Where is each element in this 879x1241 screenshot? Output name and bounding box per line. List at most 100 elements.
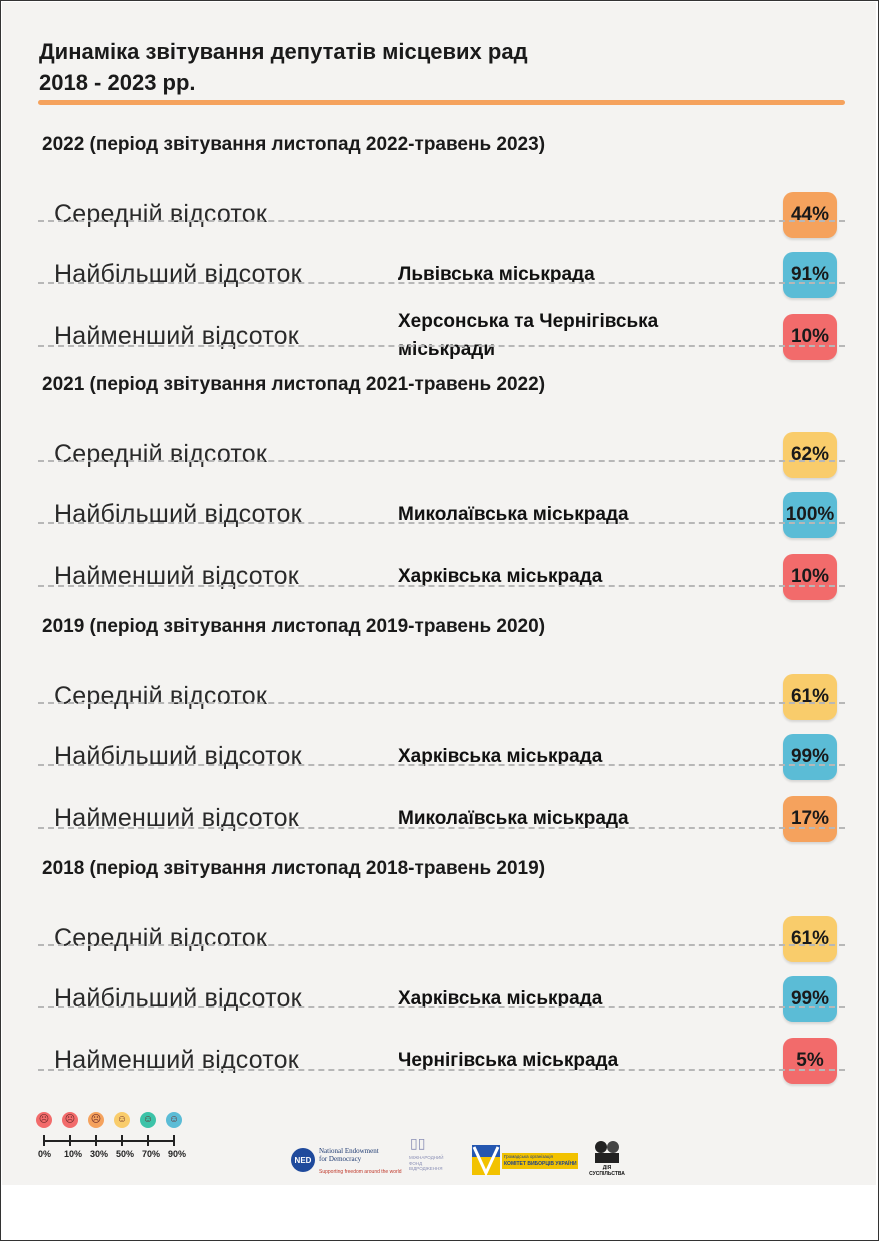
civil-action-logo-mark (595, 1141, 619, 1163)
stat-row: Середній відсоток 44% (38, 192, 845, 238)
percent-badge: 5% (783, 1038, 837, 1084)
row-divider (38, 702, 845, 704)
fund-logo-mark: ▯▯ (410, 1135, 426, 1151)
percent-badge: 17% (783, 796, 837, 842)
council-name: Харківська міськрада (398, 566, 603, 587)
stat-row: Найменший відсоток Миколаївська міськрада… (38, 796, 845, 842)
percent-badge: 62% (783, 432, 837, 478)
row-divider (38, 460, 845, 462)
scale-tick (173, 1135, 175, 1146)
percent-badge: 61% (783, 674, 837, 720)
civil-action-text: ДІЯ СУСПІЛЬСТВА (589, 1165, 625, 1177)
section-heading: 2022 (період звітування листопад 2022-тр… (42, 134, 546, 155)
stat-label: Найбільший відсоток (54, 742, 302, 770)
rating-legend: ☹ ☹ ☹ ☺ ☺ ☺ 0% 10% 30% 50% 70% 90% (32, 1112, 192, 1162)
renaissance-fund-logo: ▯▯ МІЖНАРОДНИЙ ФОНД ВІДРОДЖЕННЯ (408, 1135, 448, 1177)
section-heading: 2019 (період звітування листопад 2019-тр… (42, 616, 546, 637)
stat-row: Найменший відсоток Херсонська та Чернігів… (38, 311, 845, 360)
scale-tick (43, 1135, 45, 1146)
row-divider (38, 585, 845, 587)
happy-face-icon: ☺ (140, 1112, 156, 1128)
stat-row: Середній відсоток 61% (38, 674, 845, 720)
row-divider (38, 282, 845, 284)
stat-row: Найбільший відсоток Харківська міськрада 9… (38, 734, 845, 780)
scale-label: 10% (64, 1149, 83, 1159)
council-name: Миколаївська міськрада (398, 504, 629, 525)
stat-label: Середній відсоток (54, 682, 268, 710)
scale-tick (121, 1135, 123, 1146)
stat-row: Найбільший відсоток Харківська міськрада 9… (38, 976, 845, 1022)
section-heading: 2021 (період звітування листопад 2021-тр… (42, 374, 546, 395)
ned-logo-mark: NED (291, 1148, 315, 1172)
council-name: Львівська міськрада (398, 264, 595, 285)
council-name: Харківська міськрада (398, 746, 603, 767)
title-line-2: 2018 - 2023 рр. (39, 70, 196, 95)
row-divider (38, 522, 845, 524)
stat-row: Середній відсоток 61% (38, 916, 845, 962)
percent-badge: 99% (783, 976, 837, 1022)
ned-line-2: for Democracy (319, 1155, 362, 1163)
row-divider (38, 1006, 845, 1008)
council-name: Миколаївська міськрада (398, 808, 629, 829)
percent-badge: 99% (783, 734, 837, 780)
ned-line-1: National Endowment (319, 1147, 379, 1155)
cvu-logo-mark (472, 1145, 578, 1177)
percent-badge: 91% (783, 252, 837, 298)
title-line-1: Динаміка звітування депутатів місцевих р… (39, 39, 528, 64)
council-name: Харківська міськрада (398, 988, 603, 1009)
scale-tick (147, 1135, 149, 1146)
percent-badge: 61% (783, 916, 837, 962)
stat-label: Середній відсоток (54, 200, 268, 228)
stat-row: Найбільший відсоток Львівська міськрада 91… (38, 252, 845, 298)
stat-label: Найбільший відсоток (54, 260, 302, 288)
very-happy-face-icon: ☺ (166, 1112, 182, 1128)
worried-face-icon: ☹ (88, 1112, 104, 1128)
percent-badge: 44% (783, 192, 837, 238)
row-divider (38, 220, 845, 222)
scale-label: 90% (168, 1149, 187, 1159)
stat-label: Середній відсоток (54, 440, 268, 468)
scale-label: 50% (116, 1149, 135, 1159)
title-underline (38, 100, 845, 105)
stat-row: Середній відсоток 62% (38, 432, 845, 478)
stat-row: Найменший відсоток Чернігівська міськрада… (38, 1038, 845, 1084)
very-sad-face-icon: ☹ (36, 1112, 52, 1128)
sad-face-icon: ☹ (62, 1112, 78, 1128)
cvu-line-1: Громадська організація (504, 1154, 553, 1159)
ned-logo: NED National Endowment for Democracy Sup… (291, 1145, 403, 1175)
stat-label: Найбільший відсоток (54, 984, 302, 1012)
council-name: Чернігівська міськрада (398, 1050, 619, 1071)
section-heading: 2018 (період звітування листопад 2018-тр… (42, 858, 546, 879)
page-title: Динаміка звітування депутатів місцевих р… (39, 36, 528, 98)
row-divider (38, 1069, 845, 1071)
stat-label: Середній відсоток (54, 924, 268, 952)
stat-row: Найменший відсоток Харківська міськрада 10… (38, 554, 845, 600)
row-divider (38, 944, 845, 946)
ned-logo-text: National Endowment for Democracy (319, 1147, 379, 1163)
row-divider (38, 764, 845, 766)
fund-line-1: МІЖНАРОДНИЙ (409, 1155, 444, 1160)
stat-label: Найбільший відсоток (54, 500, 302, 528)
percent-badge: 100% (783, 492, 837, 538)
scale-tick (95, 1135, 97, 1146)
row-divider (38, 827, 845, 829)
percent-badge: 10% (783, 554, 837, 600)
percent-badge: 10% (783, 314, 837, 360)
scale-label: 70% (142, 1149, 161, 1159)
neutral-face-icon: ☺ (114, 1112, 130, 1128)
infographic-panel: Динаміка звітування депутатів місцевих р… (2, 2, 876, 1185)
fund-logo-text: МІЖНАРОДНИЙ ФОНД ВІДРОДЖЕННЯ (409, 1155, 443, 1172)
row-divider (38, 345, 845, 347)
scale-line (43, 1140, 174, 1142)
stat-row: Найбільший відсоток Миколаївська міськрад… (38, 492, 845, 538)
council-name: Херсонська та Чернігівська міськради (398, 311, 659, 360)
fund-line-2: ФОНД (409, 1160, 423, 1166)
scale-tick (69, 1135, 71, 1146)
fund-line-3: ВІДРОДЖЕННЯ (409, 1166, 443, 1171)
scale-label: 30% (90, 1149, 109, 1159)
scale-label: 0% (38, 1149, 52, 1159)
cvu-logo: Громадська організація КОМІТЕТ ВИБОРЦІВ … (472, 1141, 580, 1177)
cvu-line-2: КОМІТЕТ ВИБОРЦІВ УКРАЇНИ (504, 1161, 577, 1167)
ned-tagline: Supporting freedom around the world (319, 1169, 402, 1175)
